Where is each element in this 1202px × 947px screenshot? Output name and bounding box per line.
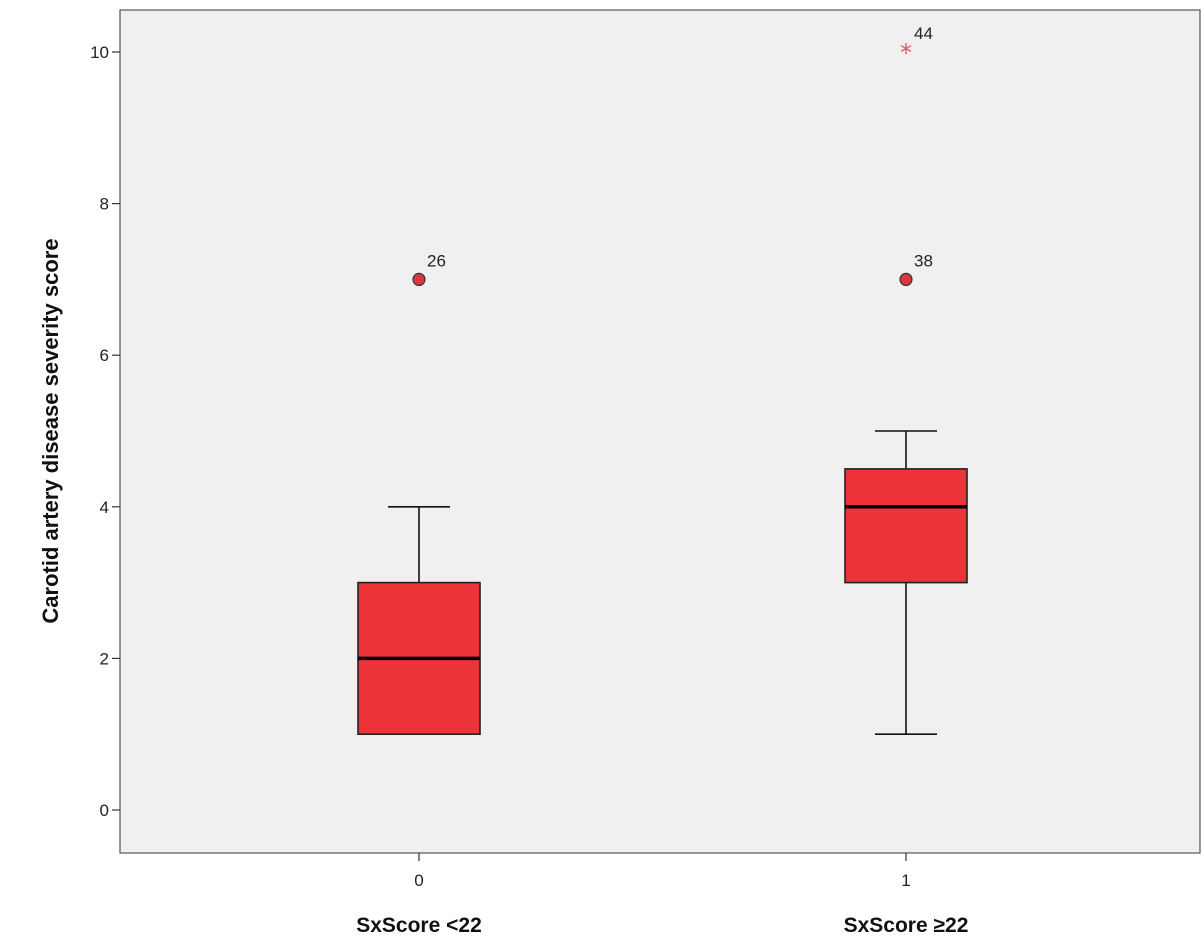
outlier-label: 44	[914, 24, 933, 43]
y-tick-label: 6	[100, 346, 109, 365]
outlier-point	[412, 272, 426, 286]
x-tick-label: 0	[414, 871, 423, 890]
boxes: 26 38 *44	[357, 24, 968, 736]
box-group: 38 *44	[844, 24, 968, 736]
x-tick-label: 1	[901, 871, 910, 890]
y-tick-label: 10	[90, 43, 109, 62]
outlier-label: 26	[427, 251, 446, 270]
group-label: SxScore ≥22	[844, 914, 969, 937]
group-label: SxScore <22	[356, 914, 482, 937]
box-group: 26	[357, 251, 481, 735]
y-tick-label: 2	[100, 649, 109, 668]
outlier-label: 38	[914, 251, 933, 270]
y-tick-label: 4	[100, 498, 109, 517]
plot-area	[119, 9, 1201, 854]
outlier-point	[899, 272, 913, 286]
y-tick-label: 8	[100, 195, 109, 214]
group-labels: SxScore <22 SxScore ≥22	[356, 914, 968, 937]
y-axis-label: Carotid artery disease severity score	[38, 238, 63, 623]
y-axis: 0 2 4 6 8 10	[90, 43, 120, 820]
y-tick-label: 0	[100, 801, 109, 820]
iqr-box	[844, 468, 968, 584]
extreme-outlier-star: *	[900, 39, 912, 67]
